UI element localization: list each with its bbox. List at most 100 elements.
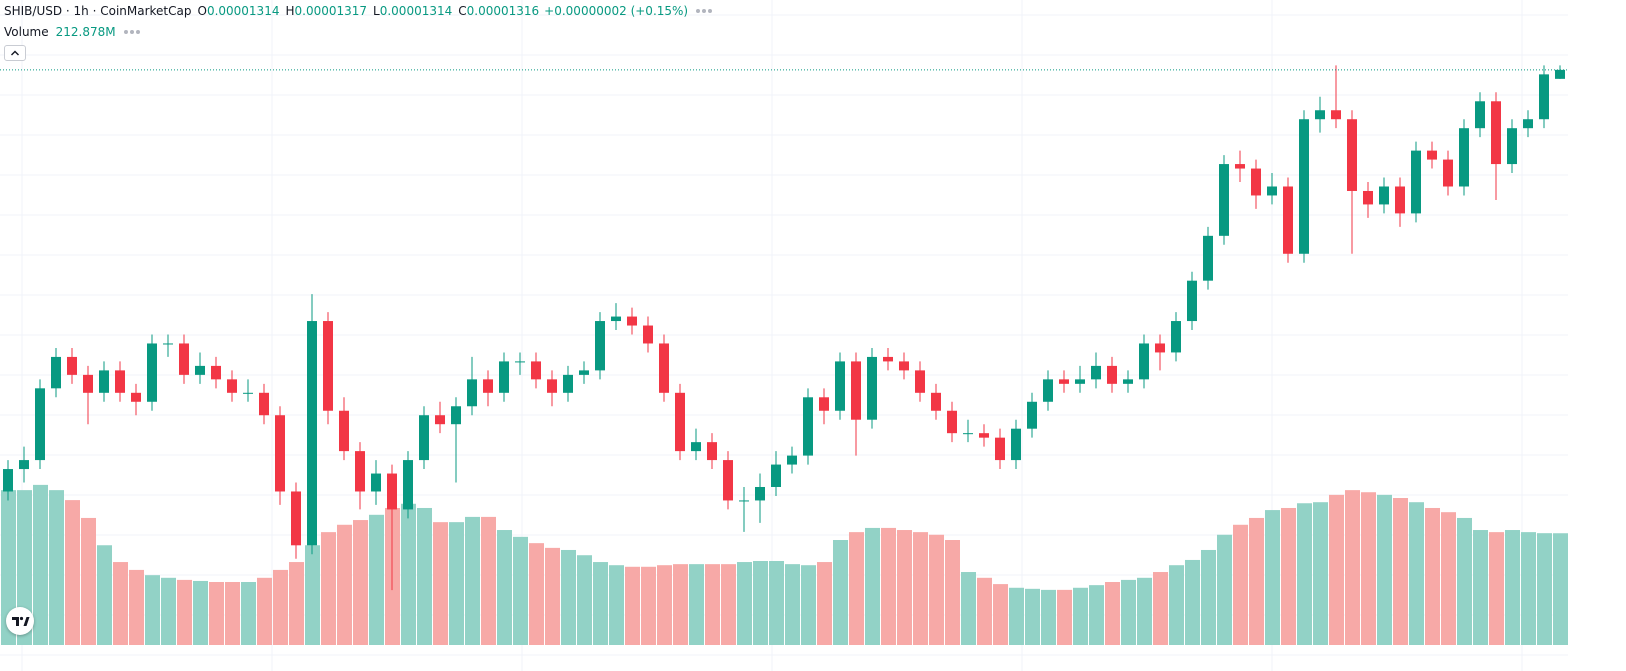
volume-key[interactable]: Volume [4,25,49,39]
candle-body [19,460,29,470]
volume-bar [625,566,640,645]
high-key: H [285,4,295,18]
volume-bar [225,582,240,645]
candle-body [1075,379,1085,384]
volume-bar [1169,565,1184,645]
chevron-icon [11,50,19,56]
close-key: C [458,4,467,18]
candle-body [1523,119,1533,129]
candle-body [1107,365,1117,384]
volume-bar [369,514,384,645]
candle-body [595,321,605,371]
more-button[interactable] [123,30,140,34]
tradingview-logo[interactable] [6,607,34,635]
volume-bar [961,572,976,645]
candle-body [1331,110,1341,120]
candle-body [451,406,461,425]
volume-bar [673,564,688,645]
volume-bar [289,562,304,645]
volume-bar [449,522,464,645]
candle-body [1283,186,1293,254]
candle-body [179,343,189,375]
volume-bar [689,564,704,645]
volume-bar [1073,587,1088,645]
volume-bar [1025,588,1040,645]
volume-bar [241,582,256,645]
volume-bar [1457,517,1472,645]
candle-body [51,356,61,389]
volume-bar [209,582,224,645]
volume-bar [417,507,432,645]
candle-body [243,392,253,394]
candle-body [1011,428,1021,461]
volume-bar [1521,532,1536,645]
symbol[interactable]: SHIB/USD · 1h · CoinMarketCap [4,4,192,18]
candle-body [115,370,125,393]
candle-body [1171,321,1181,353]
volume-bar [65,500,80,645]
candle-body [1443,159,1453,187]
volume-bar [849,532,864,645]
high-value: 0.00001317 [294,4,368,18]
volume-bar [353,520,368,645]
candle-body [819,397,829,411]
candle-body [355,451,365,492]
candle-body [403,460,413,510]
volume-bar [1201,549,1216,645]
candle-body [1491,101,1501,165]
volume-bar [17,490,32,645]
volume-bar [1345,490,1360,645]
candle-body [307,321,317,546]
volume-bar [641,566,656,645]
candle-body [579,370,589,375]
candle-body [723,460,733,501]
more-button[interactable] [696,9,713,13]
volume-bar [945,540,960,645]
candle-body [1363,190,1373,205]
volume-bar [1153,572,1168,645]
candle-body [707,442,717,461]
candle-body [1155,343,1165,353]
candle-body [1187,280,1197,322]
volume-bar [817,562,832,645]
volume-bar [737,562,752,645]
candle-body [963,433,973,435]
volume-bar [977,577,992,645]
volume-bar [833,540,848,645]
volume-bar [865,527,880,645]
candle-body [755,486,765,501]
candle-body [531,361,541,380]
volume-bar [1329,494,1344,645]
candle-body [771,464,781,487]
volume-value: 212.878M [55,25,116,39]
candle-body [851,361,861,420]
volume-bar [97,545,112,645]
volume-bar [753,561,768,645]
candle-body [787,455,797,465]
volume-legend: Volume 212.878M [4,25,140,39]
volume-bar [1297,503,1312,645]
low-value: 0.00001314 [379,4,453,18]
volume-bar [401,503,416,645]
ohlc-legend: SHIB/USD · 1h · CoinMarketCap O 0.0000131… [4,4,713,18]
volume-bar [1265,510,1280,645]
candle-body [227,379,237,393]
candle-body [515,361,525,363]
volume-bar [33,484,48,645]
candle-body [275,415,285,492]
volume-bar [1105,582,1120,645]
candle-body [435,415,445,425]
volume-bar [1393,498,1408,645]
volume-bar [1,490,16,645]
candle-body [291,491,301,546]
volume-bar [177,579,192,645]
volume-bar [881,527,896,645]
candle-body [611,316,621,322]
volume-bar [1313,502,1328,645]
volume-bar [721,564,736,645]
volume-bar [1057,589,1072,645]
volume-bar [113,562,128,645]
collapse-button[interactable] [4,45,26,61]
